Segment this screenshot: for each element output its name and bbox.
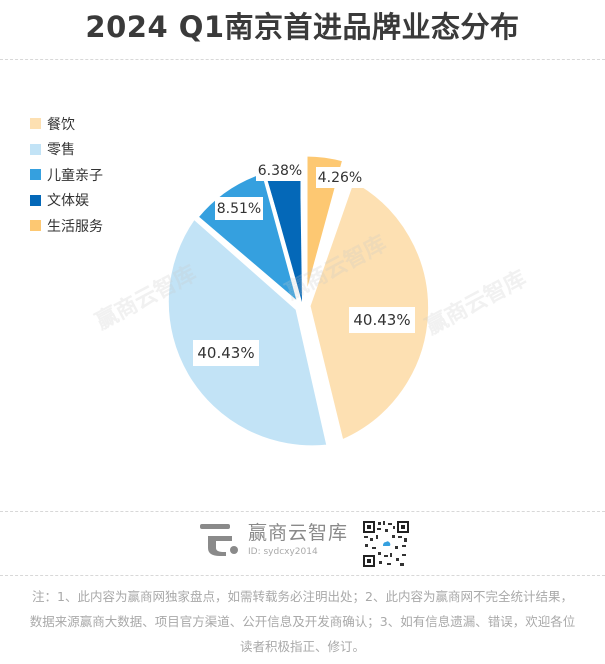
svg-text:40.43%: 40.43% <box>197 344 254 362</box>
page-title: 2024 Q1南京首进品牌业态分布 <box>85 10 520 44</box>
legend-label: 生活服务 <box>47 218 103 235</box>
brand-id: ID: sydcxy2014 <box>248 547 318 557</box>
footnote-line: 读者积极指正、修订。 <box>239 639 365 654</box>
data-label-catering: 40.43% <box>349 307 415 333</box>
pie-slice-services[interactable] <box>304 153 346 299</box>
footnote: 注：1、此内容为赢商网独家盘点，如需转载务必注明出处；2、此内容为赢商网不完全统… <box>0 584 605 659</box>
brand-logo-icon <box>200 523 238 556</box>
legend-swatch <box>30 220 41 232</box>
legend-item-services[interactable]: 生活服务 <box>30 213 103 239</box>
data-label-entertainment: 6.38% <box>256 160 304 181</box>
legend-item-retail[interactable]: 零售 <box>30 137 103 163</box>
svg-text:8.51%: 8.51% <box>217 201 261 217</box>
legend-swatch <box>30 194 41 206</box>
legend-swatch <box>30 118 41 130</box>
legend-swatch <box>30 143 41 155</box>
footnote-line: 注：1、此内容为赢商网独家盘点，如需转载务必注明出处；2、此内容为赢商网不完全统… <box>32 589 573 604</box>
chart-legend: 餐饮 零售 儿童亲子 文体娱 生活服务 <box>30 111 103 239</box>
brand-name: 赢商云智库 <box>248 522 349 544</box>
pie-slice-entertainment-fill <box>265 163 302 302</box>
legend-label: 儿童亲子 <box>47 167 103 184</box>
legend-item-entertainment[interactable]: 文体娱 <box>30 188 103 214</box>
pie-slice-retail[interactable] <box>165 215 330 449</box>
divider <box>0 59 605 60</box>
footnote-line: 数据来源赢商大数据、项目官方渠道、公开信息及开发商确认；3、如有信息遗漏、错误，… <box>29 614 576 629</box>
svg-text:40.43%: 40.43% <box>353 311 410 329</box>
brand-block: 赢商云智库 ID: sydcxy2014 <box>198 518 348 557</box>
data-label-retail: 40.43% <box>193 340 259 366</box>
divider <box>0 511 605 512</box>
legend-label: 餐饮 <box>47 116 75 133</box>
data-label-services: 4.26% <box>316 167 364 188</box>
qr-code-icon[interactable] <box>362 520 410 568</box>
pie-chart: 4.26% 6.38% 8.51% 40.43% 40.43% <box>165 153 432 449</box>
legend-item-catering[interactable]: 餐饮 <box>30 111 103 137</box>
legend-swatch <box>30 169 41 181</box>
legend-label: 文体娱 <box>47 193 89 210</box>
svg-text:4.26%: 4.26% <box>318 170 362 186</box>
legend-item-kids[interactable]: 儿童亲子 <box>30 162 103 188</box>
divider <box>0 575 605 576</box>
data-label-kids: 8.51% <box>215 197 263 220</box>
legend-label: 零售 <box>47 142 75 159</box>
svg-text:6.38%: 6.38% <box>258 163 302 179</box>
